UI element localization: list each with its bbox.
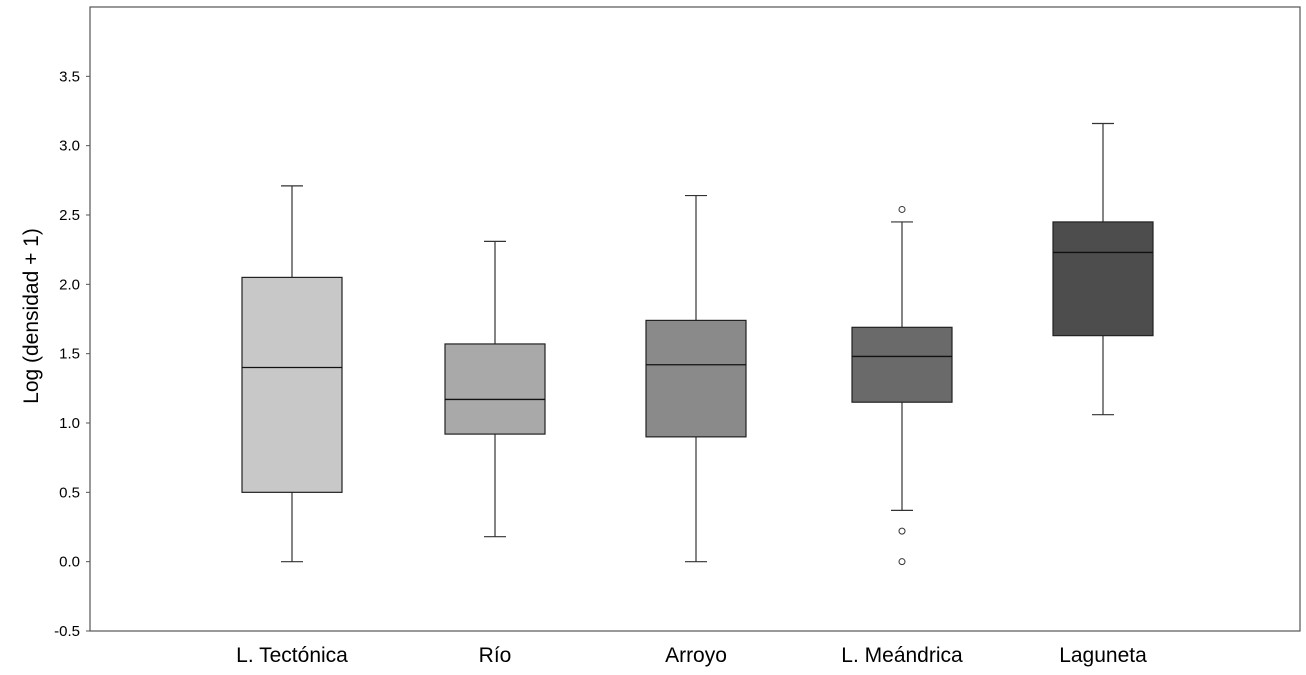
x-category-label: L. Meándrica [841, 644, 963, 667]
y-tick-label: 2.5 [59, 207, 80, 224]
x-category-label: L. Tectónica [236, 644, 348, 667]
iqr-box [444, 343, 546, 435]
y-tick-label: -0.5 [54, 623, 80, 640]
iqr-box [851, 326, 953, 403]
y-tick-label: 0.5 [59, 484, 80, 501]
outlier-point [898, 558, 906, 566]
y-tick-label: 3.5 [59, 68, 80, 85]
iqr-box [645, 319, 747, 438]
y-tick-label: 1.0 [59, 415, 80, 432]
box-series [241, 122, 1154, 566]
y-axis-ticks: -0.5 0.0 0.5 1.0 1.5 2.0 2.5 3.0 3.5 [54, 68, 90, 640]
box-2 [444, 240, 546, 538]
outlier-point [898, 205, 906, 213]
y-tick-label: 3.0 [59, 138, 80, 155]
box-3 [645, 194, 747, 563]
x-category-label: Laguneta [1059, 644, 1147, 667]
plot-frame [89, 6, 1301, 632]
iqr-box [241, 276, 343, 493]
box-5 [1052, 122, 1154, 416]
y-axis-title: Log (densidad + 1) [20, 228, 43, 404]
y-tick-label: 2.0 [59, 276, 80, 293]
box-4 [851, 205, 953, 566]
y-tick-label: 1.5 [59, 346, 80, 363]
box-1 [241, 185, 343, 563]
y-tick-label: 0.0 [59, 554, 80, 571]
x-axis-labels: L. Tectónica Río Arroyo L. Meándrica Lagunet… [236, 644, 1147, 667]
iqr-box [1052, 221, 1154, 337]
x-category-label: Arroyo [665, 644, 727, 667]
outlier-point [898, 527, 906, 535]
x-category-label: Río [479, 644, 512, 667]
